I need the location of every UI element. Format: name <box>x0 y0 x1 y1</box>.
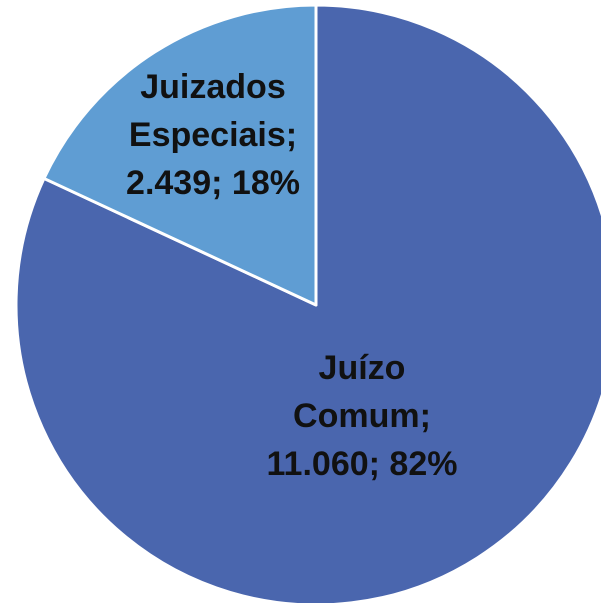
pie-slice <box>14 3 601 603</box>
percentage-label: 82% <box>389 445 458 483</box>
percentage-label: 18% <box>231 164 300 202</box>
value-label: 11.060 <box>266 445 369 483</box>
category-label: Juízo Comum <box>293 349 420 435</box>
category-label: Juizados Especiais <box>128 68 286 154</box>
slice-label: Juizados Especiais; 2.439; 18% <box>126 68 300 202</box>
value-label: 2.439 <box>126 164 212 202</box>
pie-slice <box>42 3 318 307</box>
slice-label: Juízo Comum; 11.060; 82% <box>266 349 458 483</box>
